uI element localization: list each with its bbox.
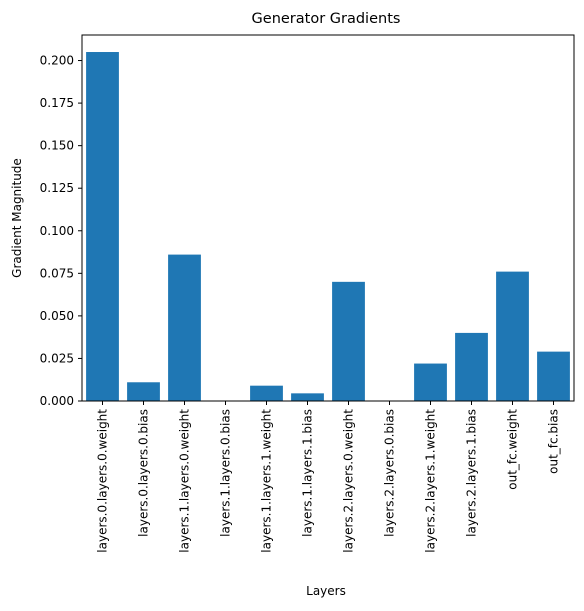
- chart-title: Generator Gradients: [252, 11, 401, 27]
- y-tick-label: 0.075: [40, 266, 74, 280]
- x-tick-label: layers.0.layers.0.weight: [96, 409, 110, 553]
- x-axis: layers.0.layers.0.weight layers.0.layers.…: [96, 401, 561, 553]
- bars-group: [86, 52, 570, 402]
- x-tick-label: layers.1.layers.0.bias: [219, 409, 233, 537]
- x-axis-title: Layers: [306, 584, 346, 598]
- plot-frame: [81, 34, 575, 402]
- x-tick-label: layers.2.layers.1.weight: [424, 409, 438, 553]
- bar: [291, 393, 324, 401]
- bar: [86, 52, 119, 402]
- x-tick-label: layers.2.layers.0.weight: [342, 409, 356, 553]
- x-tick-label: out_fc.bias: [547, 409, 561, 474]
- bar: [332, 281, 365, 401]
- y-tick-label: 0.125: [40, 181, 74, 195]
- x-tick-label: layers.2.layers.0.bias: [383, 409, 397, 537]
- y-tick-label: 0.050: [40, 309, 74, 323]
- x-tick-label: layers.2.layers.1.bias: [465, 409, 479, 537]
- y-tick-label: 0.150: [40, 139, 74, 153]
- y-tick-label: 0.025: [40, 351, 74, 365]
- bar: [537, 351, 570, 401]
- bar: [496, 271, 529, 401]
- y-axis: 0.000 0.025 0.050 0.075 0.100 0.125 0.150 0.175…: [40, 54, 82, 408]
- x-tick-label: layers.0.layers.0.bias: [137, 409, 151, 537]
- bar: [455, 332, 488, 401]
- bar: [414, 363, 447, 401]
- y-tick-label: 0.200: [40, 54, 74, 68]
- bar: [127, 382, 160, 401]
- x-tick-label: out_fc.weight: [506, 409, 520, 490]
- y-tick-label: 0.100: [40, 224, 74, 238]
- y-axis-title: Gradient Magnitude: [10, 158, 24, 278]
- bar: [250, 385, 283, 401]
- x-tick-label: layers.1.layers.0.weight: [178, 409, 192, 553]
- y-tick-label: 0.000: [40, 394, 74, 408]
- x-tick-label: layers.1.layers.1.bias: [301, 409, 315, 537]
- y-tick-label: 0.175: [40, 96, 74, 110]
- bar: [168, 254, 201, 401]
- x-tick-label: layers.1.layers.1.weight: [260, 409, 274, 553]
